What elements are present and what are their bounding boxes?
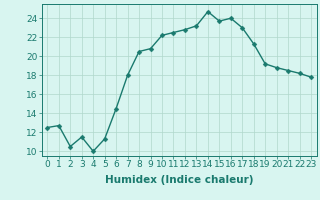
X-axis label: Humidex (Indice chaleur): Humidex (Indice chaleur) (105, 175, 253, 185)
